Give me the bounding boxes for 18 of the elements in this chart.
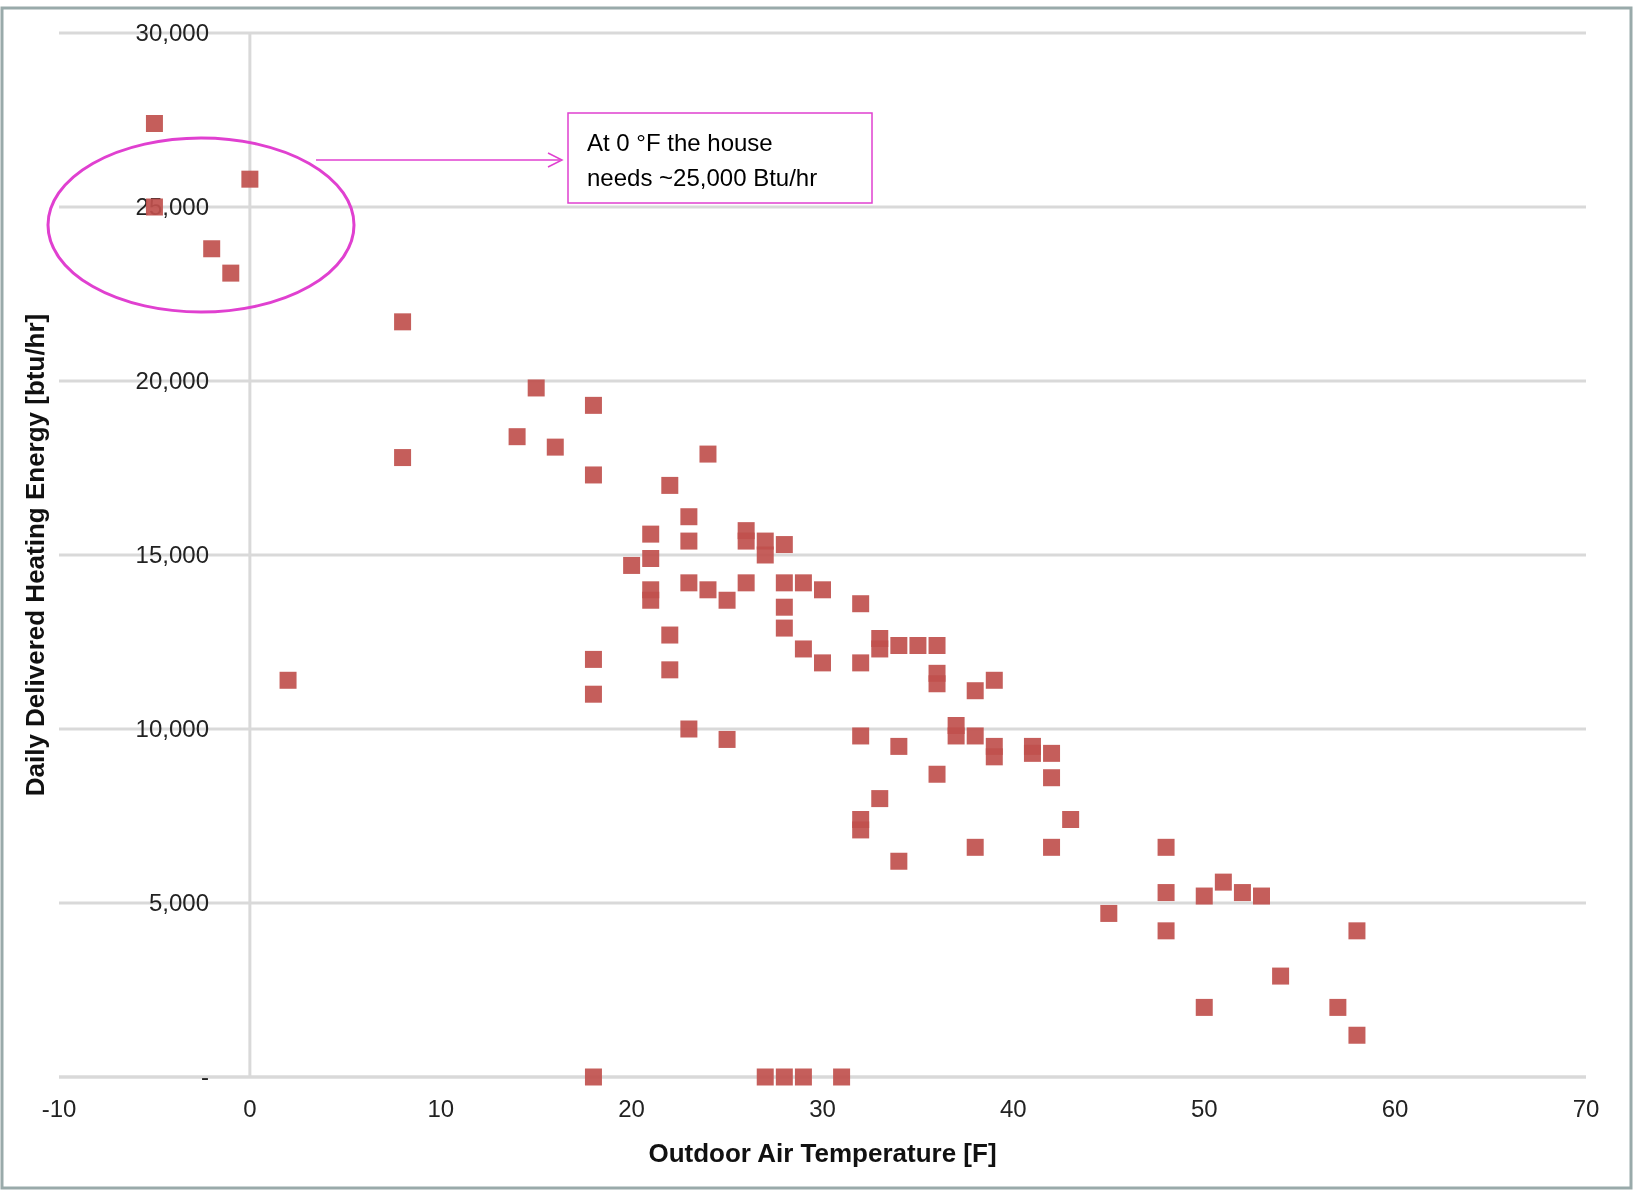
x-tick-label: 20	[618, 1095, 645, 1122]
x-tick-label: 60	[1381, 1095, 1409, 1122]
x-tick-label: 40	[1000, 1095, 1027, 1122]
x-tick-label: 10	[427, 1095, 455, 1122]
x-tick-label: 70	[1572, 1095, 1600, 1122]
y-tick-label: 10,000	[135, 715, 209, 743]
y-tick-label: 5,000	[148, 889, 209, 917]
y-tick-label: 20,000	[135, 367, 209, 395]
y-tick-label: 30,000	[135, 19, 209, 47]
x-tick-label: 0	[243, 1095, 257, 1122]
x-tick-label: 50	[1190, 1095, 1218, 1122]
x-tick-label: 30	[809, 1095, 836, 1122]
y-tick-label: -	[201, 1063, 209, 1091]
y-axis-title: Daily Delivered Heating Energy [btu/hr]	[20, 313, 50, 797]
x-tick-label: -10	[41, 1095, 77, 1122]
x-axis-title: Outdoor Air Temperature [F]	[648, 1138, 997, 1168]
annotation: At 0 °F the house needs ~25,000 Btu/hr	[587, 129, 818, 191]
y-tick-label: 15,000	[135, 541, 209, 569]
